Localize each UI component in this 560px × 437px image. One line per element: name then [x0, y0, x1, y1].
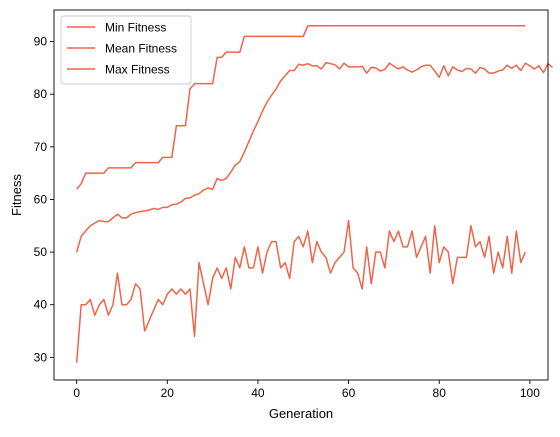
series-lines — [75, 25, 554, 363]
y-axis-ticks: 30 40 50 60 70 80 90 — [34, 35, 54, 364]
y-tick-label: 30 — [34, 350, 48, 364]
y-axis-label: Fitness — [9, 174, 24, 216]
y-tick-label: 70 — [34, 140, 48, 154]
min-fitness-line — [75, 219, 527, 363]
x-tick-label: 60 — [342, 386, 356, 400]
legend-box — [60, 15, 192, 85]
legend-label: Min Fitness — [105, 21, 166, 35]
x-tick-label: 20 — [161, 386, 175, 400]
y-tick-label: 40 — [34, 298, 48, 312]
x-axis-label: Generation — [269, 406, 333, 421]
legend-label: Mean Fitness — [105, 42, 177, 56]
x-tick-label: 80 — [433, 386, 447, 400]
max-fitness-line — [76, 25, 526, 190]
y-tick-label: 90 — [34, 35, 48, 49]
x-axis-ticks: 0 20 40 60 80 100 — [73, 380, 540, 400]
x-tick-label: 40 — [251, 386, 265, 400]
legend-label: Max Fitness — [105, 63, 170, 77]
y-tick-label: 60 — [34, 192, 48, 206]
y-tick-label: 50 — [34, 245, 48, 259]
x-tick-label: 0 — [73, 386, 80, 400]
y-tick-label: 80 — [34, 87, 48, 101]
x-tick-label: 100 — [520, 386, 540, 400]
plot-frame — [53, 9, 549, 381]
legend: Min Fitness Mean Fitness Max Fitness — [60, 15, 192, 85]
mean-fitness-line — [75, 61, 554, 253]
